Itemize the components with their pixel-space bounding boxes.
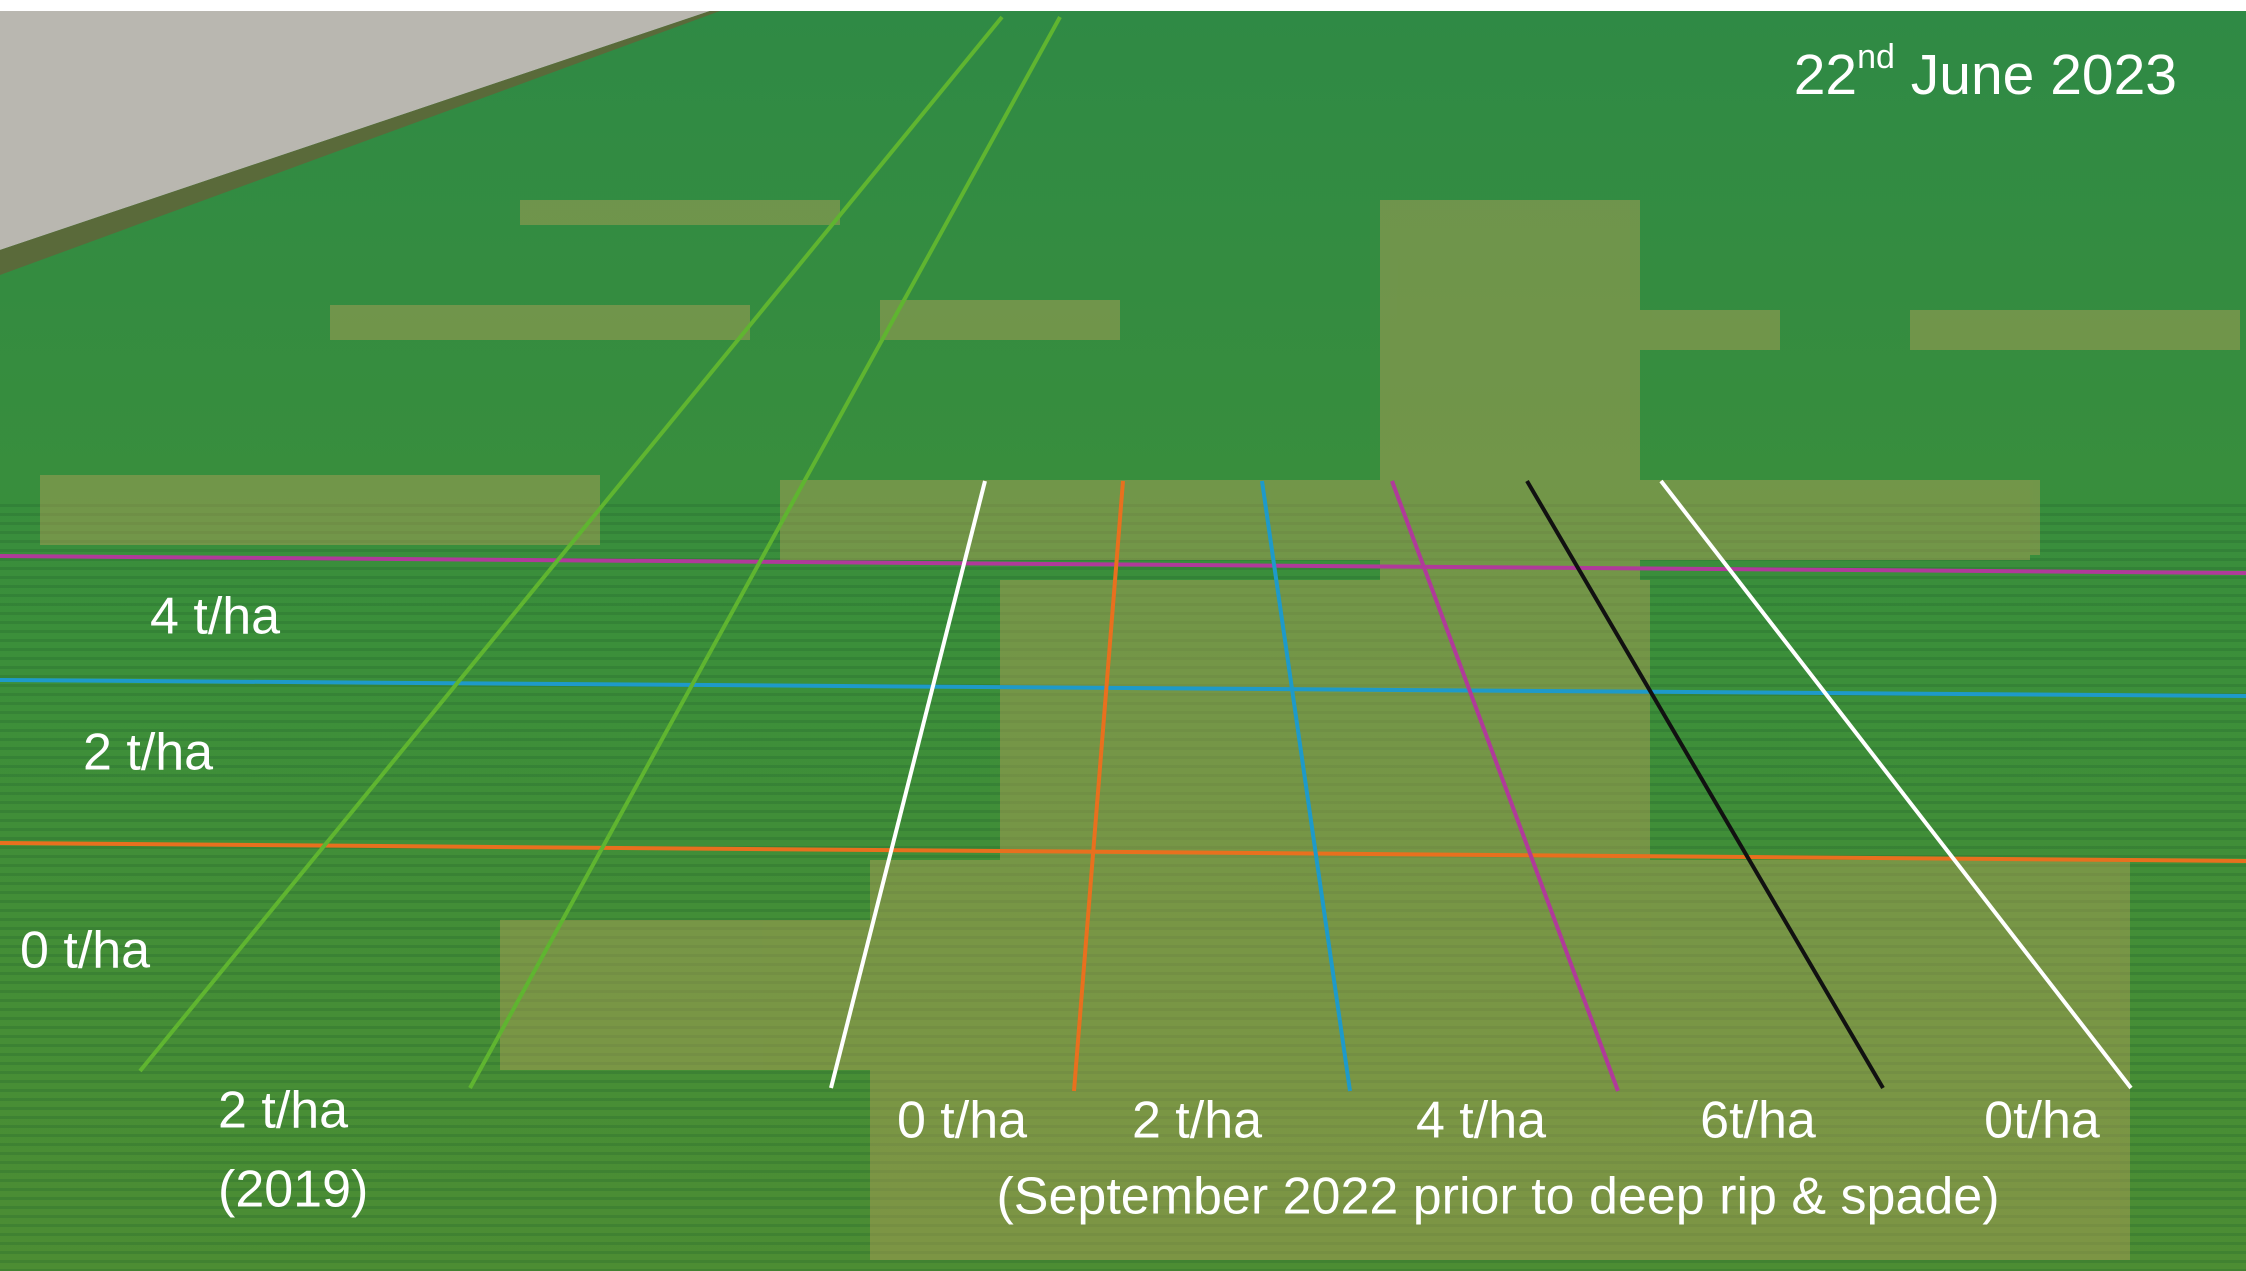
column-line xyxy=(138,15,1004,1073)
row-line xyxy=(0,678,2246,698)
row-line xyxy=(0,841,2246,863)
row-line xyxy=(0,554,2246,575)
column-line xyxy=(1072,480,1125,1092)
patches xyxy=(40,200,2240,1260)
row-label: 0 t/ha xyxy=(20,922,150,980)
date-rest: June 2023 xyxy=(1895,43,2177,107)
column-line xyxy=(1390,480,1620,1092)
previous-rate: 2 t/ha xyxy=(218,1082,348,1140)
crop-rows xyxy=(0,500,2246,1271)
tree-line xyxy=(0,11,720,275)
date-day: 22 xyxy=(1794,43,1857,107)
column-line xyxy=(1659,479,2133,1090)
top-border xyxy=(0,0,2246,11)
date: 22nd June 2023 xyxy=(1794,38,2177,107)
column-label: 4 t/ha xyxy=(1416,1092,1546,1150)
column-caption: (September 2022 prior to deep rip & spad… xyxy=(996,1168,1999,1226)
column-line xyxy=(1525,479,1885,1090)
plot-lines xyxy=(0,15,2246,1092)
date-suffix: nd xyxy=(1857,38,1895,76)
column-line xyxy=(468,16,1062,1089)
column-label: 0t/ha xyxy=(1984,1092,2100,1150)
column-line xyxy=(1260,480,1352,1092)
column-label: 2 t/ha xyxy=(1132,1092,1262,1150)
previous-year: (2019) xyxy=(218,1161,368,1219)
column-label: 0 t/ha xyxy=(897,1092,1027,1150)
row-label: 2 t/ha xyxy=(83,724,213,782)
row-label: 4 t/ha xyxy=(150,588,280,646)
column-label: 6t/ha xyxy=(1700,1092,1816,1150)
column-line xyxy=(829,480,987,1089)
